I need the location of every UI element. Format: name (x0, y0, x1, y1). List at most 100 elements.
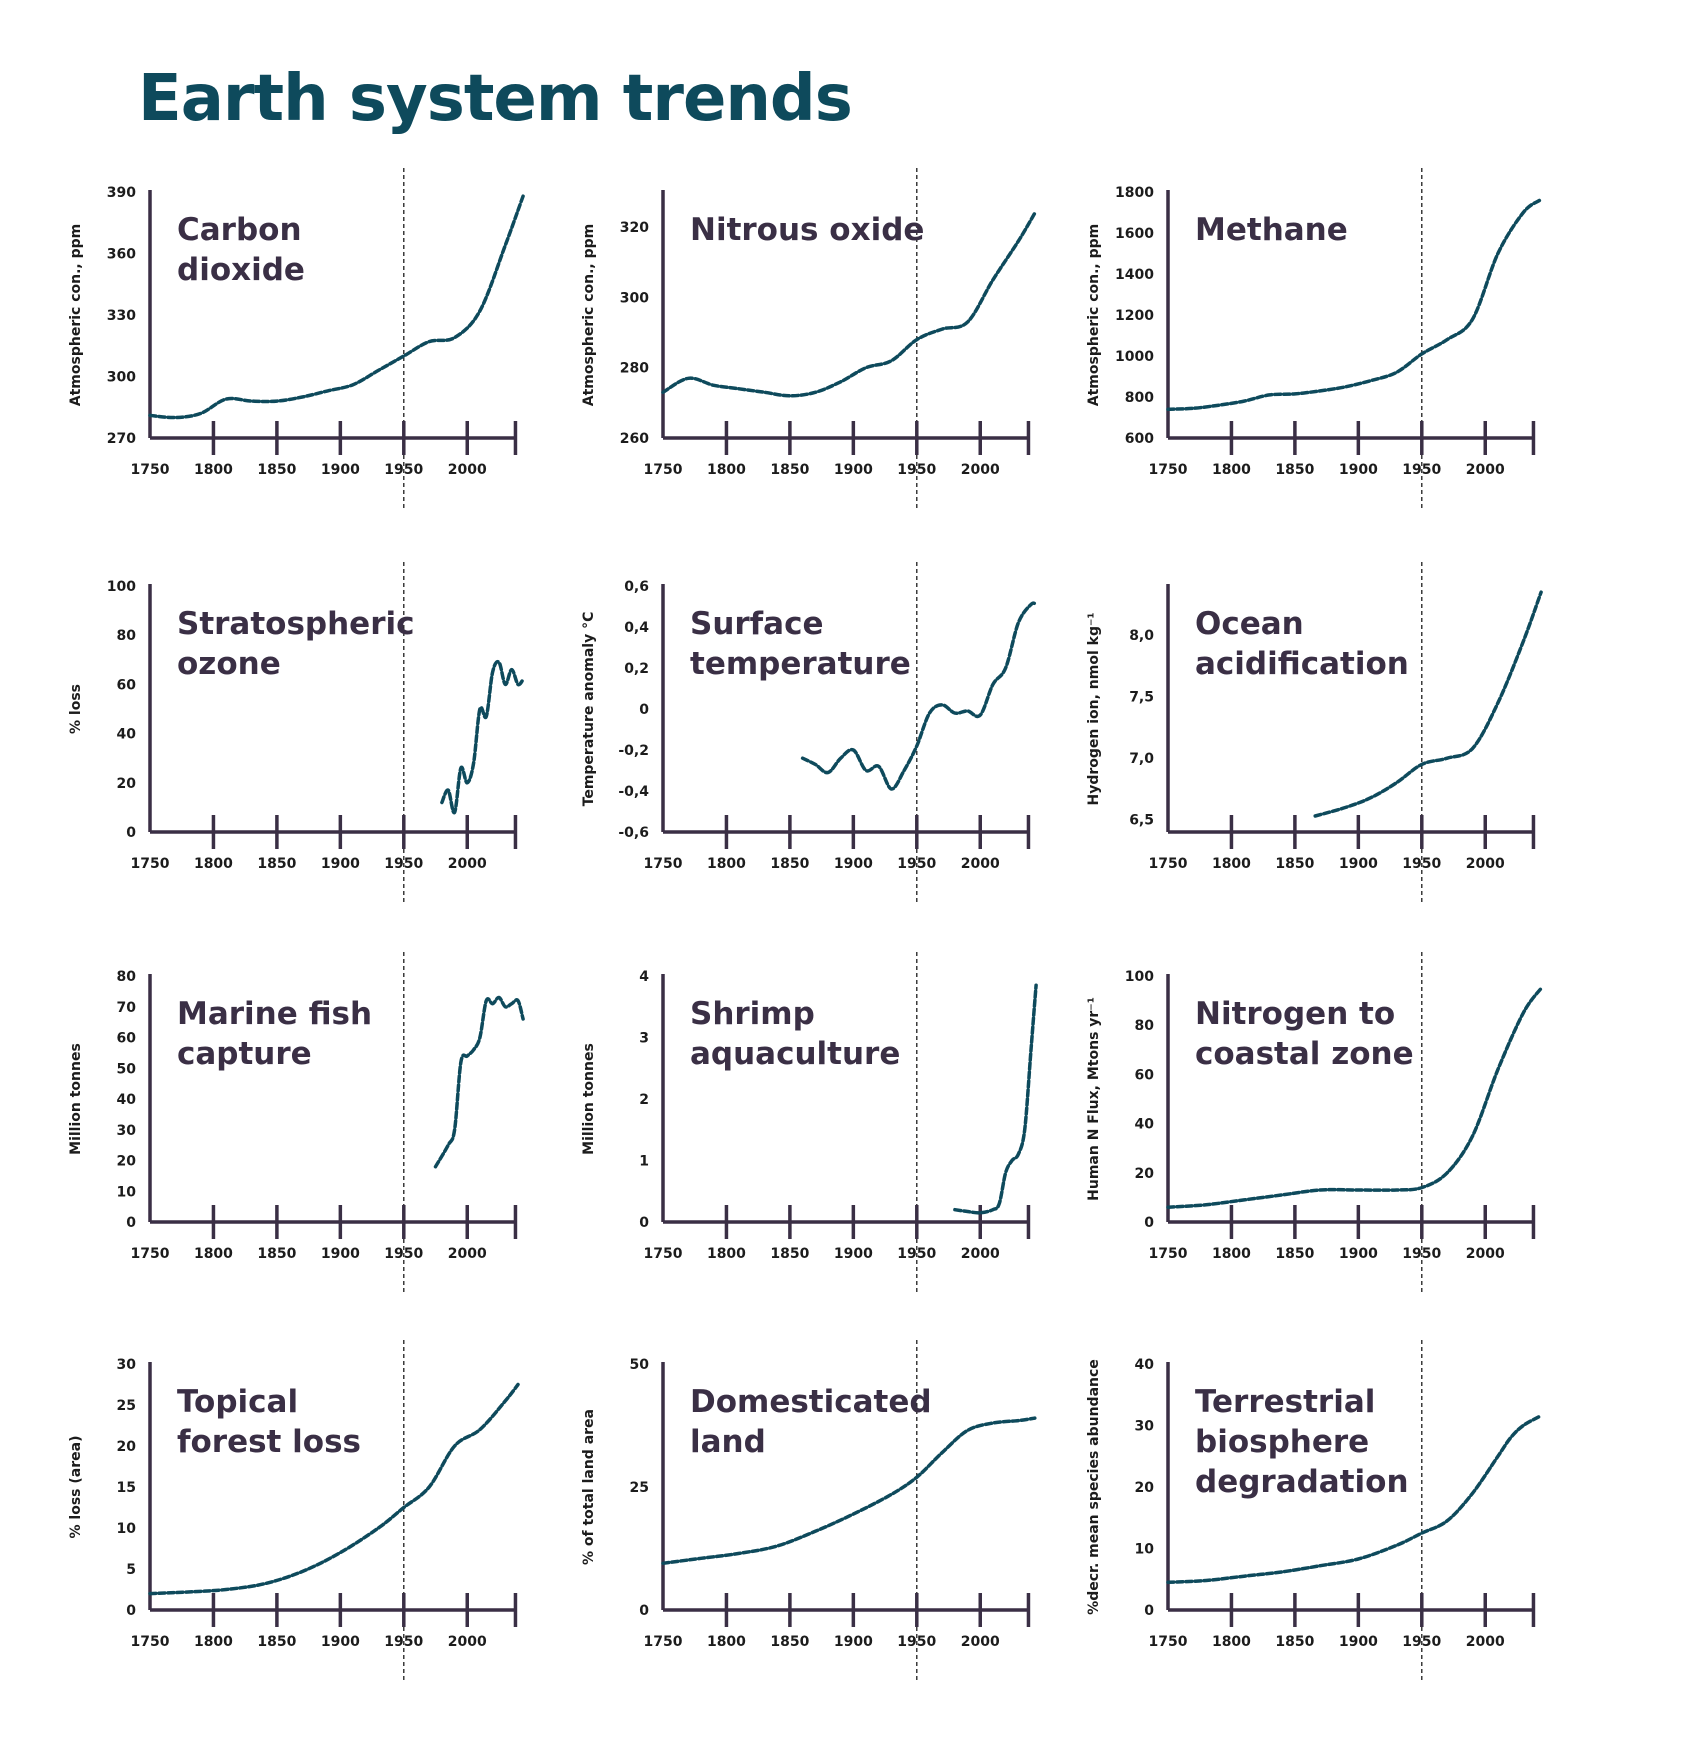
panel-title: Stratospheric (177, 606, 415, 642)
y-tick-label: 330 (107, 308, 136, 324)
y-tick-label: 8,0 (1129, 628, 1154, 644)
y-tick-label: 10 (1135, 1542, 1155, 1558)
x-tick-label: 1750 (644, 1246, 683, 1262)
x-tick-label: 1750 (131, 462, 170, 478)
y-tick-label: 390 (107, 185, 136, 201)
x-tick-label: 1950 (1402, 856, 1441, 872)
y-tick-label: -0,2 (618, 743, 649, 759)
y-tick-label: 0 (1144, 1215, 1154, 1231)
series-line (440, 659, 525, 815)
y-tick-label: 80 (1135, 1018, 1155, 1034)
y-tick-label: 100 (1125, 969, 1154, 985)
panel-title: degradation (1195, 1464, 1409, 1500)
y-tick-label: 40 (117, 1092, 137, 1108)
panel-title: forest loss (177, 1424, 361, 1460)
y-axis-label: Atmospheric con., ppm (68, 224, 84, 406)
x-tick-label: 1750 (1149, 856, 1188, 872)
x-tick-label: 1750 (1149, 1246, 1188, 1262)
series-line (800, 601, 1038, 791)
panel-title: Terrestrial (1195, 1384, 1375, 1420)
y-tick-label: 60 (1135, 1067, 1155, 1083)
series-line (1166, 1414, 1542, 1585)
y-tick-label: 1600 (1115, 226, 1154, 242)
series-line (661, 1416, 1037, 1566)
x-tick-label: 1950 (1402, 1246, 1441, 1262)
y-axis-label: Temperature anomaly °C (581, 612, 597, 807)
panel-title: acidification (1195, 646, 1409, 682)
y-tick-label: 0 (126, 825, 136, 841)
panel-title: Surface (690, 606, 824, 642)
x-tick-label: 2000 (1466, 856, 1505, 872)
x-tick-label: 1750 (131, 1246, 170, 1262)
y-tick-label: 60 (117, 1031, 137, 1047)
y-axis-label: % loss (area) (68, 1436, 84, 1539)
series-line (148, 194, 525, 420)
x-tick-label: 1850 (770, 462, 809, 478)
x-tick-label: 1900 (1339, 1634, 1378, 1650)
y-tick-label: 3 (639, 1031, 649, 1047)
x-tick-label: 1800 (707, 462, 746, 478)
panel-title: Carbon (177, 212, 302, 248)
y-axis-label: Atmospheric con., ppm (1086, 224, 1102, 406)
y-axis-label: Million tonnes (68, 1043, 84, 1155)
x-tick-label: 1800 (1212, 1634, 1251, 1650)
x-tick-label: 1950 (384, 1246, 423, 1262)
y-tick-label: 0 (639, 702, 649, 718)
y-tick-label: 0 (1144, 1603, 1154, 1619)
y-tick-label: 260 (620, 431, 649, 447)
x-tick-label: 1850 (257, 856, 296, 872)
y-tick-label: 4 (639, 969, 649, 985)
x-tick-label: 1900 (1339, 1246, 1378, 1262)
x-tick-label: 1850 (257, 1246, 296, 1262)
panel-title: Methane (1195, 212, 1348, 248)
panel-title: Nitrous oxide (690, 212, 924, 248)
y-tick-label: 1 (639, 1154, 649, 1170)
y-tick-label: 20 (117, 776, 137, 792)
y-tick-label: 40 (117, 727, 137, 743)
y-tick-label: 50 (630, 1357, 650, 1373)
y-axis-label: %decr. mean species abundance (1086, 1359, 1102, 1615)
x-tick-label: 1800 (194, 1246, 233, 1262)
y-tick-label: 270 (107, 431, 136, 447)
y-tick-label: 20 (117, 1154, 137, 1170)
x-tick-label: 2000 (448, 856, 487, 872)
x-tick-label: 1800 (1212, 856, 1251, 872)
x-tick-label: 1900 (834, 856, 873, 872)
x-tick-label: 1750 (1149, 462, 1188, 478)
y-tick-label: 1400 (1115, 267, 1154, 283)
panel-title: dioxide (177, 252, 305, 288)
y-axis-label: % of total land area (581, 1409, 597, 1565)
x-tick-label: 1900 (321, 856, 360, 872)
y-tick-label: 1200 (1115, 308, 1154, 324)
x-tick-label: 1800 (1212, 1246, 1251, 1262)
page-title: Earth system trends (138, 62, 853, 136)
x-tick-label: 2000 (961, 462, 1000, 478)
y-tick-label: 2 (639, 1092, 649, 1108)
y-tick-label: 25 (630, 1480, 649, 1496)
y-axis-label: Human N Flux, Mtons yr⁻¹ (1086, 997, 1102, 1201)
series-line (1166, 198, 1542, 412)
panel-title: Domesticated (690, 1384, 932, 1420)
x-tick-label: 2000 (961, 1246, 1000, 1262)
y-tick-label: -0,4 (618, 784, 649, 800)
x-tick-label: 1900 (321, 1246, 360, 1262)
x-tick-label: 1950 (897, 1246, 936, 1262)
series-line (1313, 590, 1543, 818)
x-tick-label: 1950 (384, 462, 423, 478)
x-tick-label: 1800 (707, 1634, 746, 1650)
x-tick-label: 1850 (1275, 462, 1314, 478)
y-tick-label: 7,5 (1129, 690, 1154, 706)
x-tick-label: 1750 (131, 1634, 170, 1650)
x-tick-label: 1850 (257, 1634, 296, 1650)
x-tick-label: 1750 (131, 856, 170, 872)
x-tick-label: 1850 (770, 856, 809, 872)
x-tick-label: 1900 (834, 1634, 873, 1650)
x-tick-label: 1900 (321, 462, 360, 478)
